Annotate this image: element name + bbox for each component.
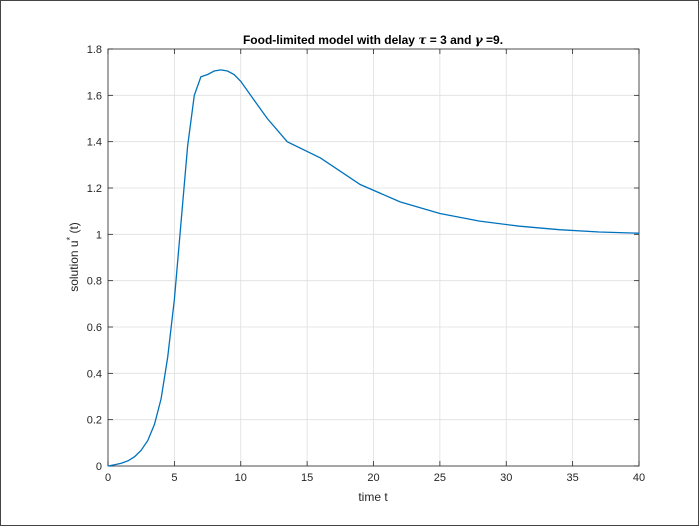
y-tick-label: 0.8 bbox=[87, 276, 102, 288]
series-line bbox=[107, 69, 640, 467]
y-tick-label: 1.6 bbox=[87, 90, 102, 102]
y-tick-label: 1.4 bbox=[87, 137, 102, 149]
ticks: 0 5 10 15 20 25 30 35 40 0 0.2 0.4 0.6 0.8 1 1.2 1.4 1.6 1… bbox=[87, 44, 645, 484]
x-tick-label: 15 bbox=[301, 472, 313, 484]
y-tick-label: 0.6 bbox=[87, 322, 102, 334]
x-tick-label: 40 bbox=[633, 472, 645, 484]
x-tick-label: 0 bbox=[105, 472, 111, 484]
y-tick-label: 0.2 bbox=[87, 415, 102, 427]
y-axis-label: solution u* (t) bbox=[65, 222, 81, 292]
y-tick-label: 1.8 bbox=[87, 44, 102, 56]
y-tick-label: 1.2 bbox=[87, 183, 102, 195]
y-tick-label: 0.4 bbox=[87, 368, 102, 380]
x-tick-label: 35 bbox=[567, 472, 579, 484]
y-tick-label: 1 bbox=[96, 229, 102, 241]
x-tick-label: 20 bbox=[367, 472, 379, 484]
x-tick-label: 5 bbox=[171, 472, 177, 484]
x-tick-label: 10 bbox=[235, 472, 247, 484]
x-tick-label: 25 bbox=[434, 472, 446, 484]
y-tick-label: 0 bbox=[96, 461, 102, 473]
chart-title: Food-limited model with delay τ = 3 and … bbox=[243, 33, 503, 47]
x-tick-label: 30 bbox=[500, 472, 512, 484]
x-axis-label: time t bbox=[358, 490, 388, 504]
